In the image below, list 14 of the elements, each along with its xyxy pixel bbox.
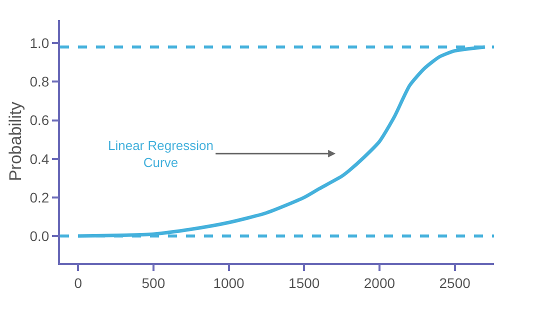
x-tick-label: 2000	[364, 274, 396, 291]
annotation: Linear Regression Curve	[108, 138, 214, 170]
y-tick-label: 0.4	[30, 150, 50, 167]
x-tick-label: 1500	[288, 274, 320, 291]
x-tick-label: 1000	[213, 274, 245, 291]
y-tick-label: 1.0	[30, 35, 50, 52]
y-tick-label: 0.8	[30, 74, 50, 90]
x-tick-label: 500	[142, 274, 166, 291]
y-axis-title: Probability	[6, 101, 25, 182]
y-tick-label: 0.6	[30, 112, 50, 128]
x-tick-label: 2500	[439, 274, 471, 291]
y-tick-label: 0.2	[30, 189, 50, 206]
y-tick-label: 0.0	[30, 228, 50, 244]
x-tick-label: 0	[74, 274, 82, 291]
